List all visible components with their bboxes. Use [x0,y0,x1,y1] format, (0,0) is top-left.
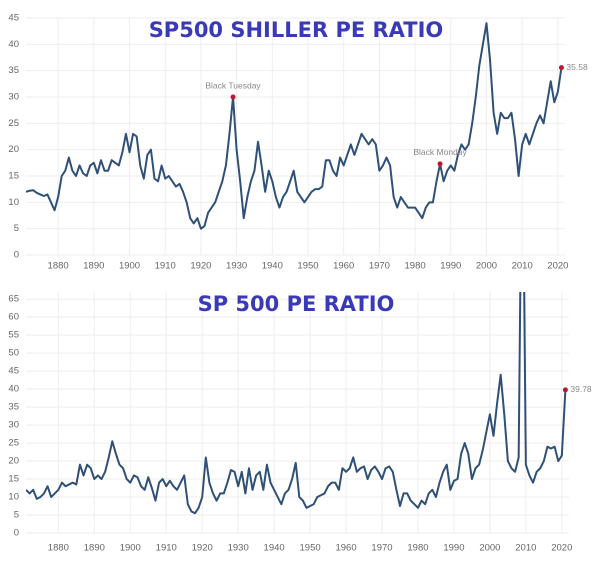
x-tick-label: 2020 [547,261,568,272]
x-tick-label: 1990 [443,543,464,554]
y-tick-label: 0 [14,528,19,539]
x-tick-label: 1940 [262,261,283,272]
y-tick-label: 10 [8,197,19,208]
x-tick-label: 1970 [369,261,390,272]
value-label: 39.78 [570,384,592,394]
x-tick-label: 1940 [264,543,285,554]
y-tick-label: 25 [8,118,19,129]
x-tick-label: 1920 [190,261,211,272]
chart-title: SP500 SHILLER PE RATIO [149,18,444,42]
chart-title: SP 500 PE RATIO [198,292,395,316]
y-tick-label: 65 [8,294,19,305]
x-tick-label: 1910 [156,543,177,554]
x-tick-label: 1930 [228,543,249,554]
x-tick-label: 2010 [512,261,533,272]
y-tick-label: 45 [8,13,19,24]
x-tick-label: 1890 [83,261,104,272]
x-tick-label: 2000 [479,543,500,554]
y-tick-label: 20 [8,456,19,467]
x-tick-label: 1980 [407,543,428,554]
y-tick-label: 25 [8,438,19,449]
x-tick-label: 2000 [476,261,497,272]
x-tick-label: 1990 [440,261,461,272]
y-tick-label: 0 [14,250,19,261]
y-tick-label: 35 [8,402,19,413]
x-tick-label: 1920 [192,543,213,554]
y-tick-label: 20 [8,144,19,155]
annotation: Black Monday [413,147,467,157]
x-tick-label: 1960 [333,261,354,272]
y-tick-label: 55 [8,330,19,341]
marker [562,387,568,393]
y-tick-label: 40 [8,384,19,395]
value-label: 35.58 [566,62,588,72]
y-tick-label: 30 [8,92,19,103]
y-tick-label: 15 [8,474,19,485]
x-tick-label: 1910 [155,261,176,272]
annotation: Black Tuesday [205,80,261,90]
data-line [26,292,567,515]
x-tick-label: 1980 [405,261,426,272]
x-tick-label: 1970 [371,543,392,554]
x-tick-label: 1890 [84,543,105,554]
marker [437,161,443,167]
y-tick-label: 5 [14,510,19,521]
y-tick-label: 30 [8,420,19,431]
x-tick-label: 1880 [48,543,69,554]
marker [558,65,564,71]
x-tick-label: 1960 [335,543,356,554]
x-tick-label: 1930 [226,261,247,272]
y-tick-label: 5 [14,223,19,234]
x-tick-label: 1900 [120,543,141,554]
x-tick-label: 2010 [515,543,536,554]
y-tick-label: 60 [8,312,19,323]
y-tick-label: 50 [8,348,19,359]
x-tick-label: 1950 [297,261,318,272]
y-tick-label: 35 [8,65,19,76]
y-tick-label: 45 [8,366,19,377]
y-tick-label: 40 [8,39,19,50]
data-line [26,22,563,230]
y-tick-label: 15 [8,171,19,182]
marker [230,94,236,100]
x-tick-label: 1950 [300,543,321,554]
x-tick-label: 2020 [551,543,572,554]
x-tick-label: 1900 [119,261,140,272]
x-tick-label: 1880 [48,261,69,272]
y-tick-label: 10 [8,492,19,503]
